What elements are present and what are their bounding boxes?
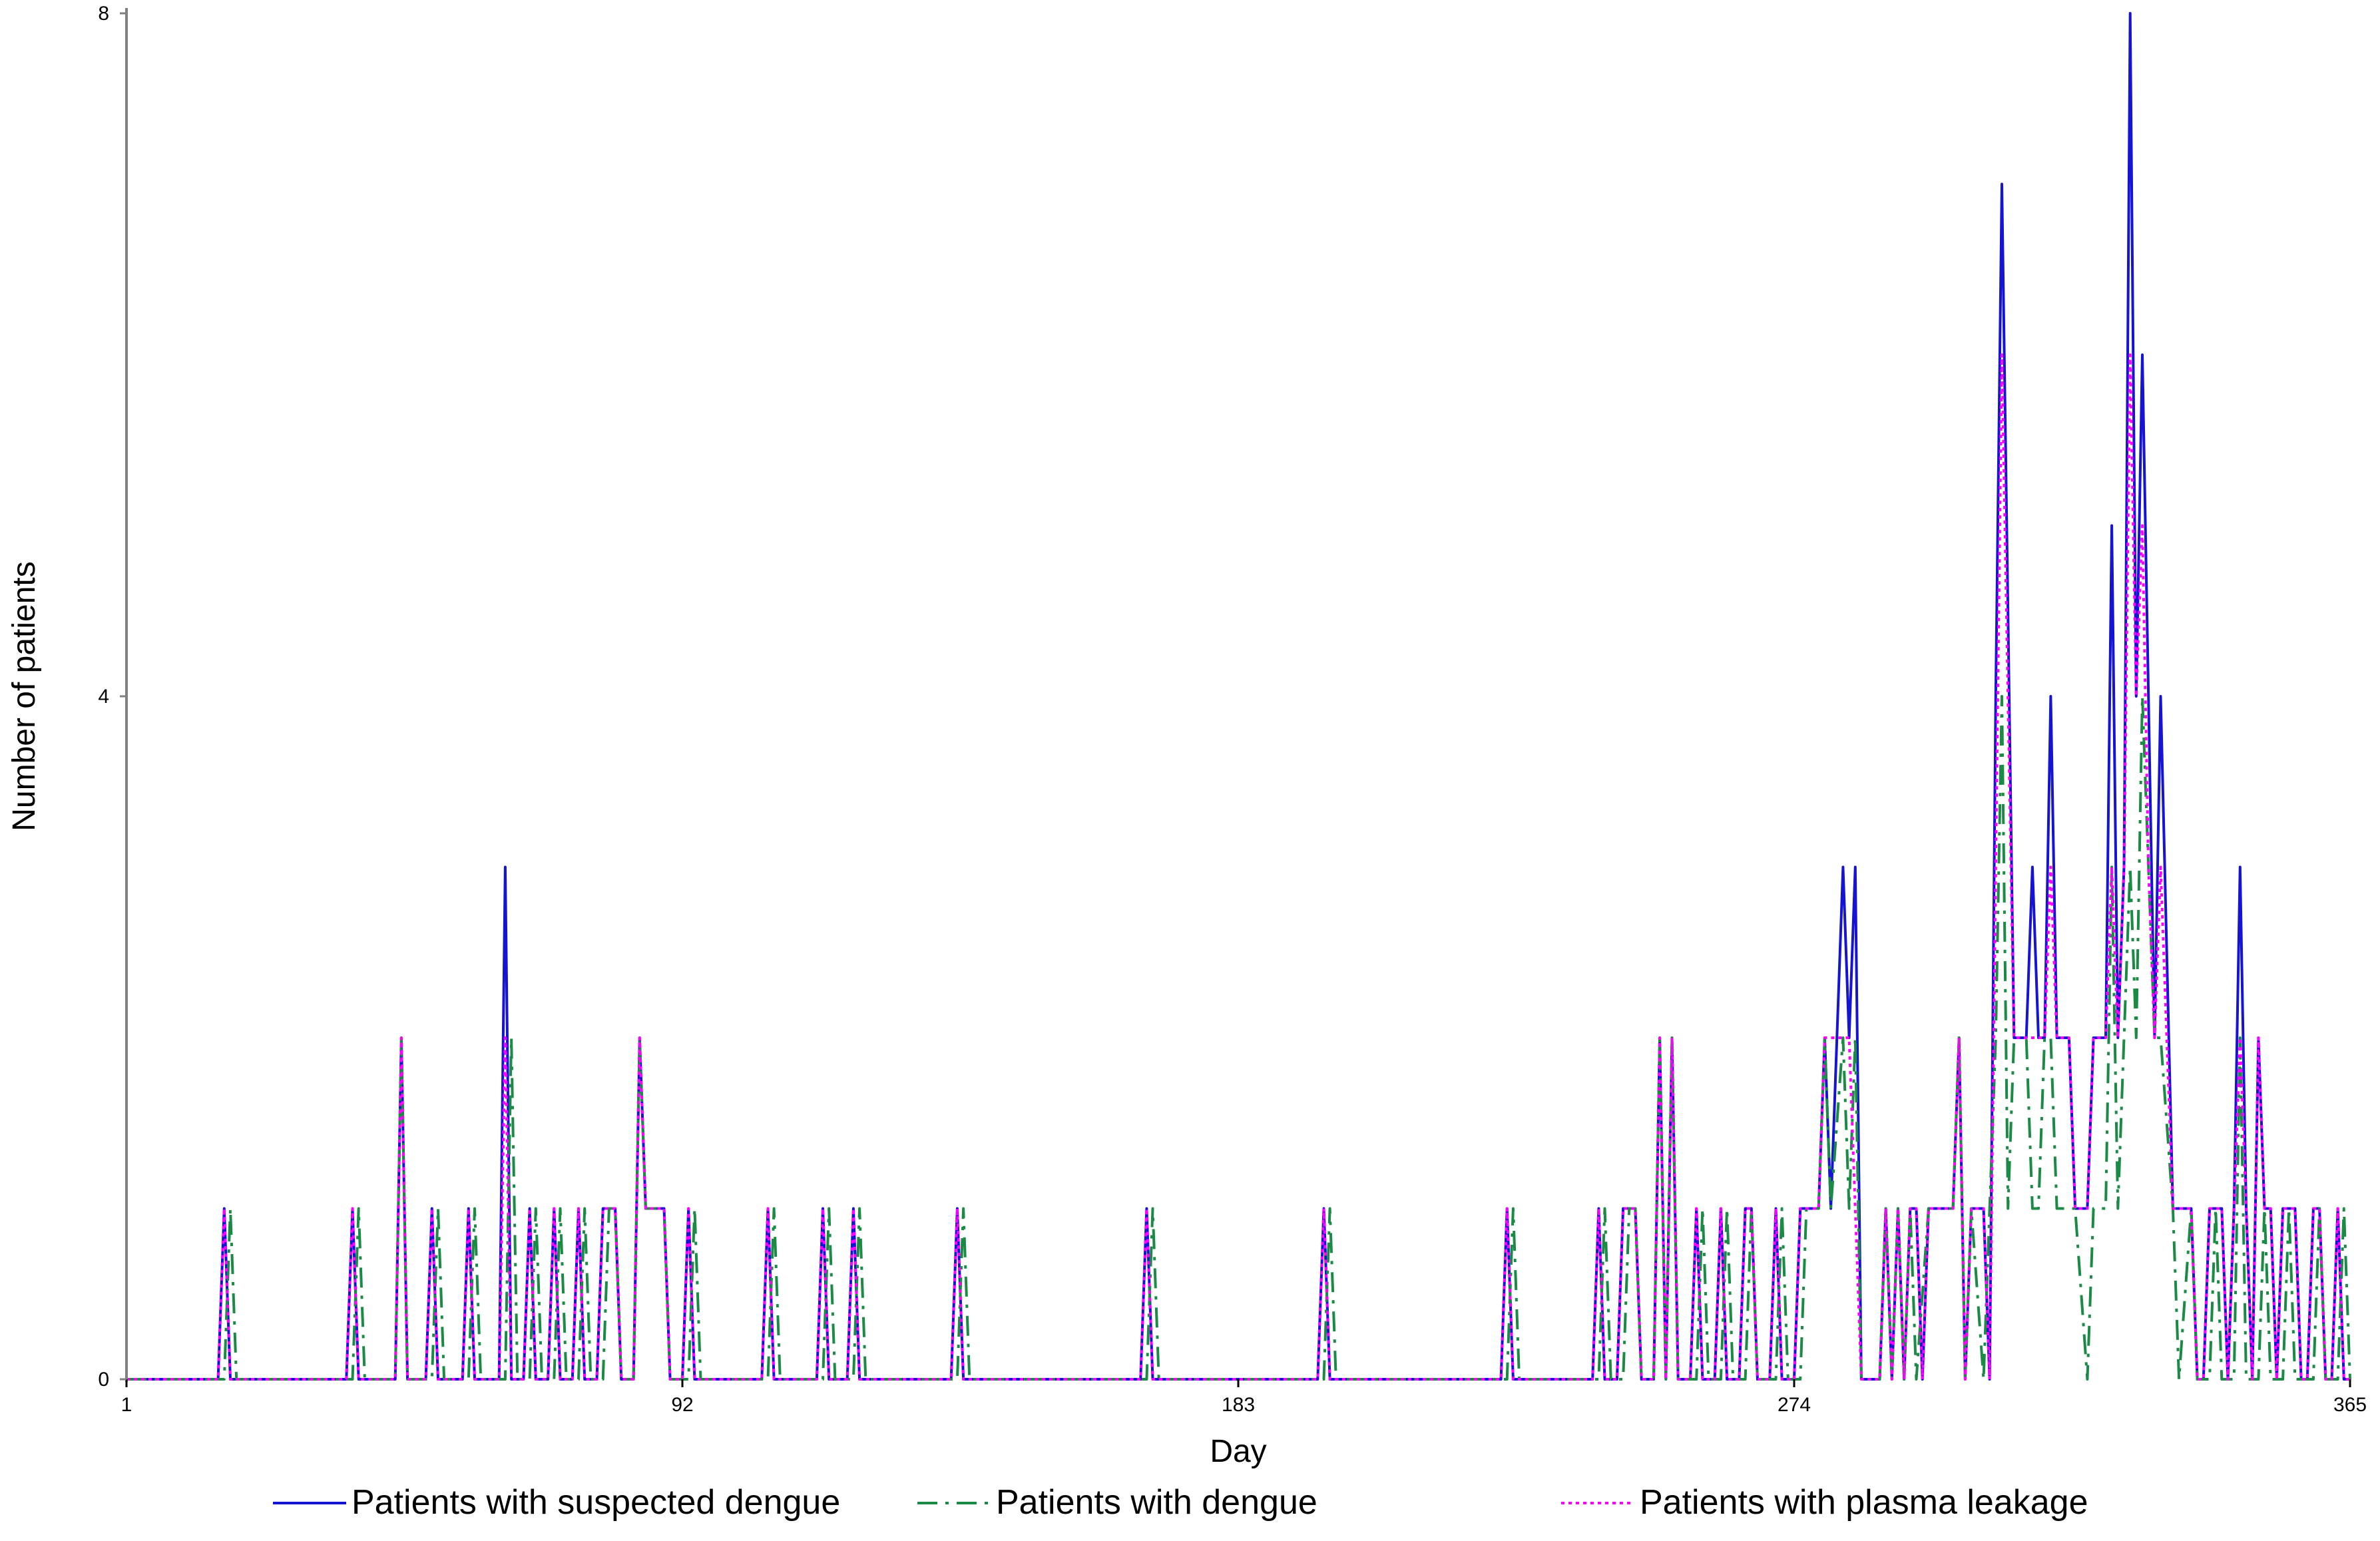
x-tick-label: 183: [1222, 1394, 1255, 1416]
legend-label-2: Patients with dengue: [996, 1483, 1317, 1522]
y-tick-label: 8: [98, 3, 109, 25]
y-axis-title: Number of patients: [7, 561, 42, 831]
y-tick-label: 0: [98, 1369, 109, 1391]
x-tick-label: 1: [121, 1394, 132, 1416]
legend-label-1: Patients with suspected dengue: [352, 1483, 840, 1522]
legend-label-3: Patients with plasma leakage: [1640, 1483, 2088, 1522]
series-line-3: [126, 353, 2350, 1381]
series-line-1: [126, 12, 2350, 1381]
x-tick-label: 365: [2333, 1394, 2367, 1416]
x-tick-label: 274: [1778, 1394, 1811, 1416]
x-axis-title: Day: [1210, 1434, 1266, 1469]
plot-area: [126, 12, 2351, 1381]
legend: Patients with suspected dengue Patients w…: [273, 1483, 2088, 1522]
y-tick-label: 4: [98, 686, 109, 708]
y-axis-ticks: 0 4 8: [98, 3, 126, 1391]
x-tick-label: 92: [671, 1394, 693, 1416]
x-axis-ticks: 1 92 183 274 365: [121, 1379, 2367, 1416]
